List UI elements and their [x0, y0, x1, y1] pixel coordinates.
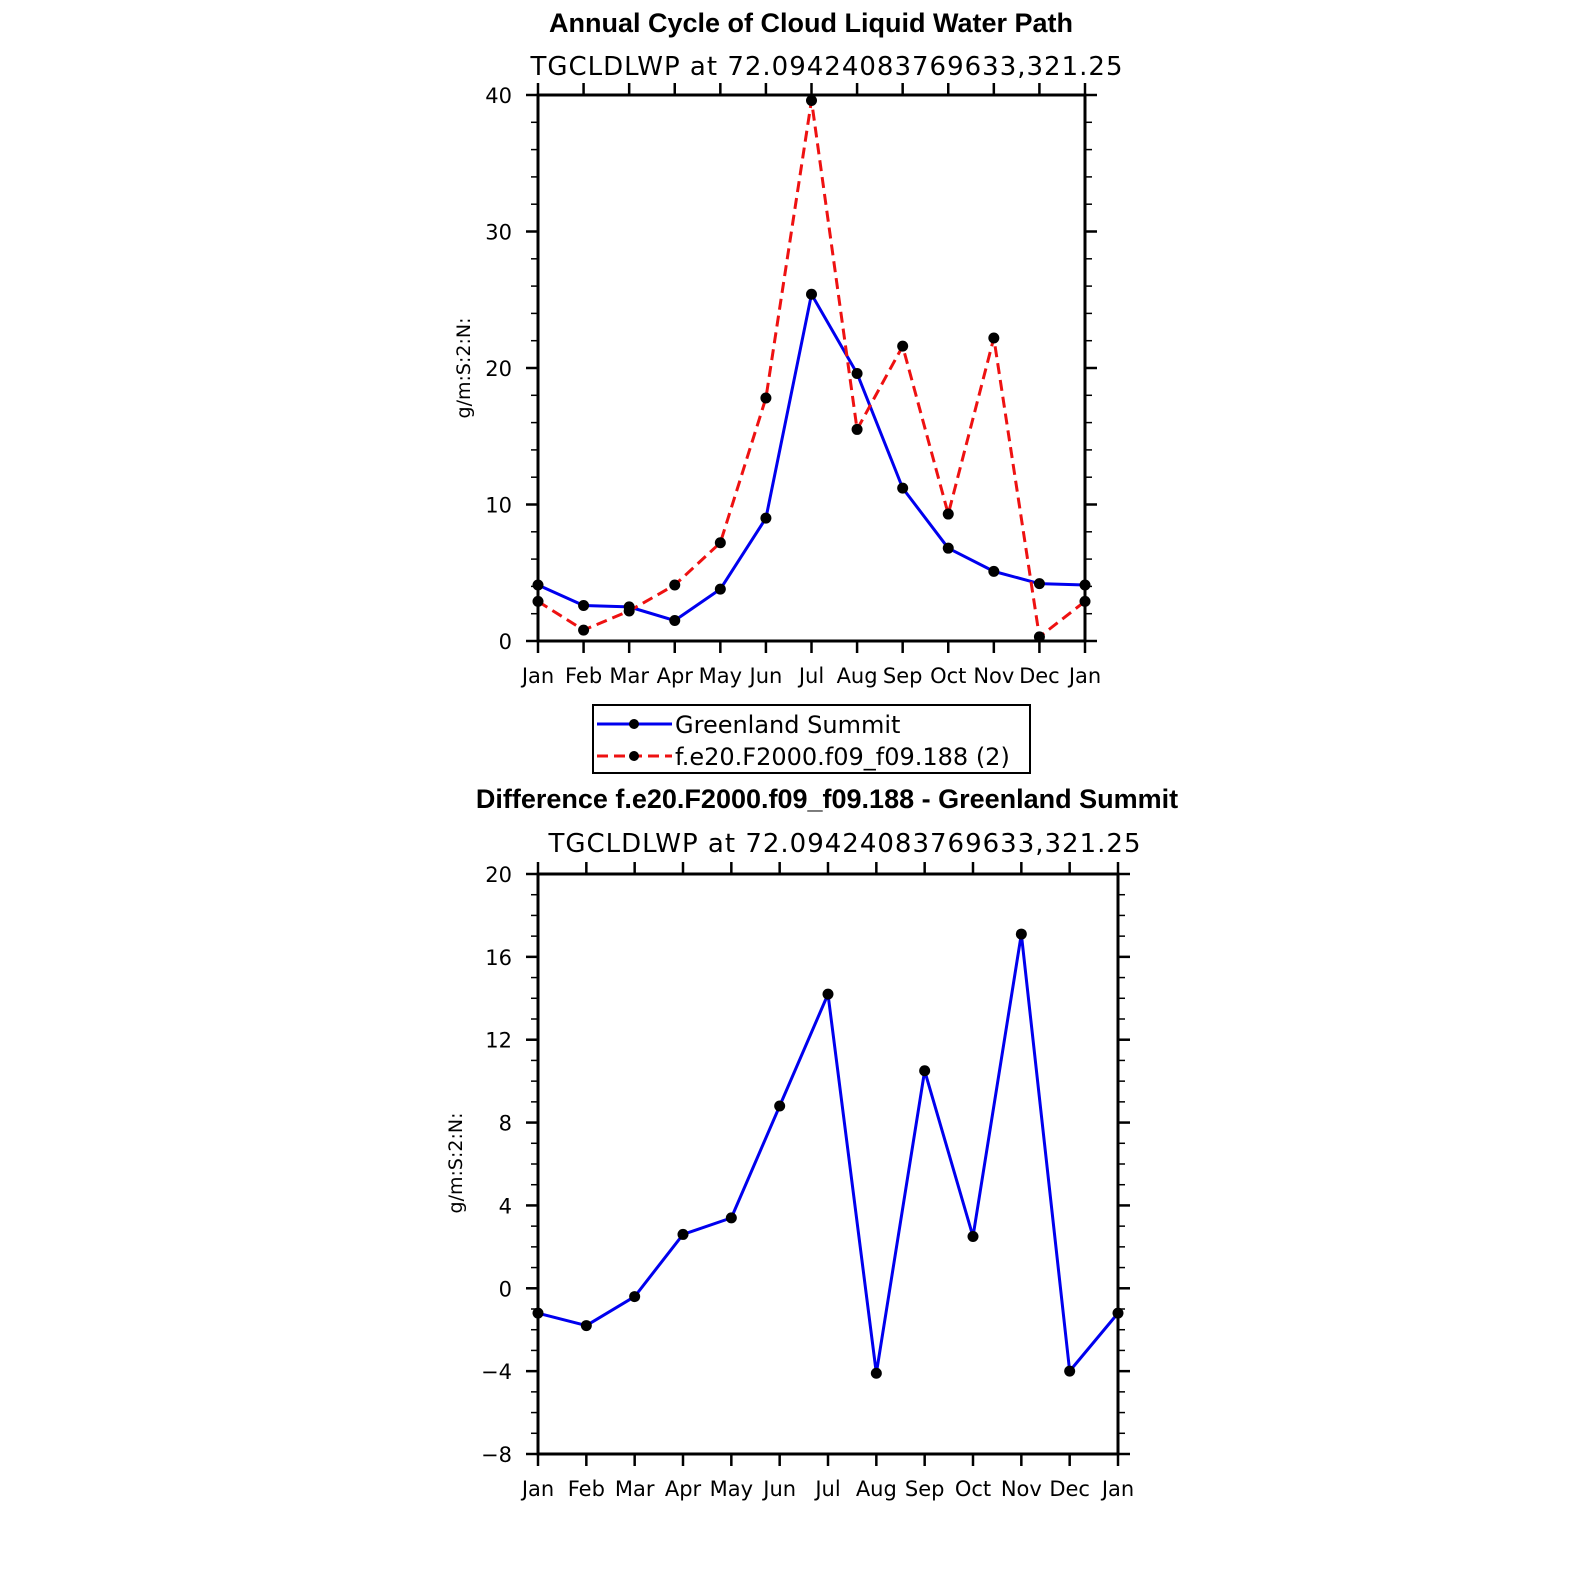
chart-2-title: Difference f.e20.F2000.f09_f09.188 - Gre…: [476, 784, 1178, 814]
data-point: [806, 94, 817, 106]
data-point: [1112, 1307, 1124, 1319]
x-tick-label: Nov: [973, 664, 1014, 688]
x-tick-label: Sep: [905, 1477, 945, 1501]
y-tick-label: 12: [485, 1029, 512, 1053]
x-tick-label: Apr: [665, 1477, 702, 1501]
plot-frame: [536, 93, 1087, 643]
x-tick-label: Jan: [520, 664, 554, 688]
data-point: [669, 579, 681, 591]
data-point: [897, 340, 909, 352]
x-tick-label: Apr: [657, 664, 694, 688]
x-tick-label: Jun: [748, 664, 783, 688]
legend-label-greenland-summit: Greenland Summit: [675, 711, 900, 739]
x-tick-label: Mar: [615, 1477, 655, 1501]
series-line: [537, 98, 1086, 639]
y-tick-label: 30: [485, 221, 512, 245]
y-tick-label: 10: [485, 494, 512, 518]
chart-2-subtitle: TGCLDLWP at 72.09424083769633,321.25: [547, 829, 1141, 859]
y-tick-label: 8: [499, 1112, 512, 1136]
x-tick-label: Mar: [609, 664, 649, 688]
chart-1-legend: Greenland Summit f.e20.F2000.f09_f09.188…: [592, 704, 1031, 774]
x-tick-label: Jan: [1067, 664, 1101, 688]
data-point: [578, 624, 590, 636]
data-point: [897, 482, 909, 494]
data-point: [1079, 579, 1091, 591]
x-tick-label: Oct: [930, 664, 966, 688]
data-point: [578, 600, 590, 612]
plot-frame: [536, 872, 1120, 1456]
data-point: [1015, 928, 1027, 940]
chart-2-ylabel: g/m:S:2:N:: [445, 1113, 467, 1214]
data-point: [580, 1320, 592, 1332]
y-tick-label: 40: [485, 84, 512, 108]
chart-1-subtitle: TGCLDLWP at 72.09424083769633,321.25: [529, 52, 1123, 82]
data-point: [967, 1231, 979, 1242]
data-point: [1033, 631, 1045, 643]
data-point: [623, 605, 635, 617]
legend-label-model: f.e20.F2000.f09_f09.188 (2): [675, 743, 1010, 771]
data-point: [532, 579, 544, 591]
x-tick-label: Nov: [1001, 1477, 1042, 1501]
x-tick-label: May: [710, 1477, 753, 1501]
data-point: [532, 1307, 544, 1319]
x-tick-label: Jan: [1100, 1477, 1134, 1501]
y-tick-label: 0: [499, 1277, 512, 1301]
x-tick-label: Feb: [565, 664, 602, 688]
legend-marker-greenland-summit: [629, 719, 639, 729]
data-point: [714, 583, 726, 595]
data-point: [760, 392, 772, 404]
x-tick-label: Aug: [856, 1477, 897, 1501]
x-tick-label: Jul: [797, 664, 824, 688]
data-point: [822, 988, 834, 1000]
x-tick-label: Oct: [955, 1477, 991, 1501]
data-point: [806, 288, 817, 300]
data-point: [919, 1065, 931, 1077]
data-point: [988, 332, 1000, 344]
data-point: [942, 508, 954, 520]
y-tick-label: 0: [499, 630, 512, 654]
data-point: [851, 367, 863, 379]
x-tick-label: Sep: [883, 664, 923, 688]
x-tick-label: Jan: [520, 1477, 554, 1501]
data-point: [851, 423, 863, 435]
y-tick-label: 16: [485, 946, 512, 970]
data-point: [774, 1100, 786, 1112]
data-point: [677, 1228, 689, 1240]
legend-marker-model: [629, 751, 639, 761]
data-point: [629, 1291, 641, 1303]
data-point: [532, 595, 544, 607]
x-tick-label: Aug: [837, 664, 878, 688]
data-point: [725, 1212, 737, 1224]
y-tick-label: −4: [481, 1360, 512, 1384]
x-tick-label: Dec: [1049, 1477, 1090, 1501]
data-point: [714, 537, 726, 549]
y-tick-label: 4: [499, 1194, 512, 1218]
data-point: [1079, 595, 1091, 607]
chart-2-plot: −8 −4 0 4 8 12 16 20 Jan Feb Mar Apr May Jun Jul Aug Sep…: [481, 862, 1134, 1501]
chart-1-plot: 0 10 20 30 40 Jan Feb Mar Apr May Jun Jul Aug Sep Oct N…: [485, 83, 1101, 688]
y-tick-label: −8: [481, 1443, 512, 1467]
y-tick-label: 20: [485, 863, 512, 887]
data-point: [988, 565, 1000, 577]
x-tick-label: May: [699, 664, 742, 688]
data-point: [942, 542, 954, 554]
data-point: [669, 615, 681, 627]
x-tick-label: Feb: [568, 1477, 605, 1501]
data-point: [1033, 578, 1045, 590]
x-tick-label: Jun: [761, 1477, 796, 1501]
data-point: [760, 512, 772, 524]
legend-box: [592, 704, 1031, 774]
data-point: [1064, 1365, 1076, 1377]
x-tick-label: Dec: [1019, 664, 1060, 688]
data-point: [870, 1367, 882, 1379]
series-line: [537, 292, 1086, 623]
chart-1-title: Annual Cycle of Cloud Liquid Water Path: [549, 8, 1073, 38]
series-line: [537, 932, 1120, 1375]
y-tick-label: 20: [485, 357, 512, 381]
x-tick-label: Jul: [813, 1477, 840, 1501]
chart-1-ylabel: g/m:S:2:N:: [453, 318, 475, 419]
